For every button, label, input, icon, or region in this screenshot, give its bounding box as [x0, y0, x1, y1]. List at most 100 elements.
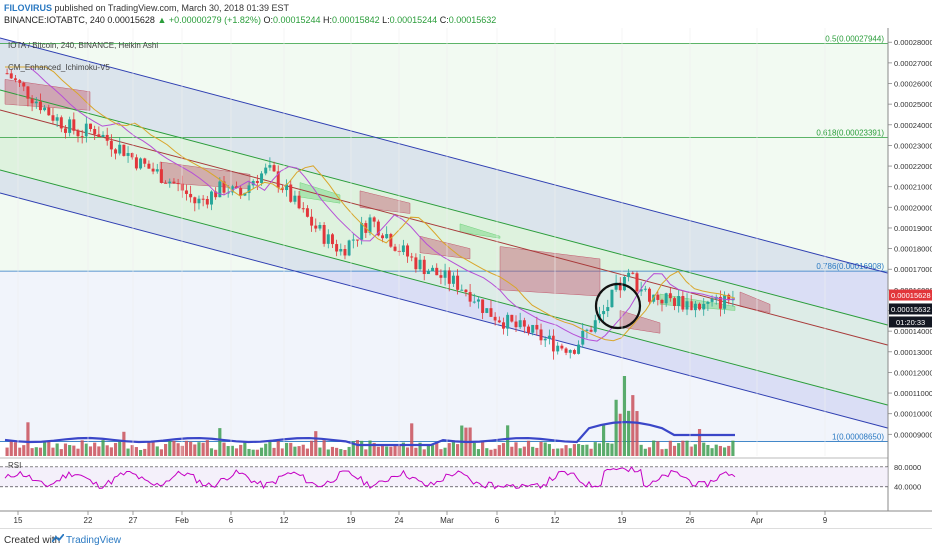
price-tick-label: 0.00027000	[894, 59, 932, 68]
volume-bar	[109, 447, 113, 456]
volume-bar	[689, 446, 693, 456]
candle-body	[668, 293, 672, 299]
candle-body	[476, 299, 480, 302]
price-chart[interactable]: 0.5(0.00027944) 0.618(0.00023391) 0.786(0.…	[0, 28, 932, 528]
ichimoku-conversion-line	[5, 66, 736, 342]
volume-bar	[18, 447, 22, 456]
volume-bar	[551, 448, 556, 456]
candle-body	[55, 117, 59, 121]
channel-inner-lower-line	[0, 169, 889, 406]
price-tick-label: 0.00019000	[894, 224, 932, 233]
tradingview-logo-icon	[52, 534, 64, 543]
publisher-name[interactable]: FILOVIRUS	[4, 3, 53, 13]
candle-body	[247, 185, 251, 193]
volume-bar	[355, 440, 360, 456]
volume-bar	[718, 445, 722, 456]
candle-body	[426, 271, 430, 275]
volume-bar	[268, 440, 272, 456]
candle-body	[59, 117, 63, 129]
volume-bar	[443, 447, 447, 456]
channel-upper-line	[0, 37, 889, 274]
candle-body	[205, 198, 209, 205]
volume-bar	[239, 444, 243, 456]
candle-body	[673, 298, 676, 306]
volume-bar	[368, 440, 372, 456]
cloud-segment	[459, 223, 501, 239]
channel-median-line	[0, 109, 889, 346]
candle-body	[26, 86, 30, 99]
tradingview-brand[interactable]: TradingView	[66, 535, 122, 546]
candle-body	[406, 245, 410, 257]
volume-bar	[447, 443, 451, 456]
channel-inner-upper-line	[0, 89, 889, 326]
candle-body	[9, 73, 13, 79]
volume-bar	[93, 442, 97, 456]
low-label: L:	[382, 15, 390, 25]
candle-body	[577, 344, 581, 354]
time-tick-label: 19	[618, 516, 627, 525]
candle-body	[422, 259, 426, 275]
volume-bar	[326, 449, 330, 456]
price-axis[interactable]: 0.00028000 0.00027000 0.00026000 0.00025000…	[888, 38, 932, 439]
time-tick-label: 27	[129, 516, 138, 525]
time-axis[interactable]: 15 22 27 Feb 6 12 19 24 Mar 6 12 19 26 Apr 9	[14, 28, 828, 525]
volume-bar	[72, 445, 76, 456]
volume-bar	[618, 413, 622, 456]
candle-body	[126, 153, 130, 156]
volume-bar	[113, 443, 118, 456]
candle-body	[255, 180, 259, 183]
volume-bar	[155, 446, 159, 456]
candle-body	[356, 239, 359, 241]
volume-bar	[476, 449, 481, 456]
candle-body	[68, 119, 72, 133]
candle-body	[18, 79, 22, 83]
volume-bar	[664, 448, 668, 456]
candle-body	[472, 301, 476, 303]
volume-bar	[435, 442, 439, 456]
candle-body	[93, 128, 97, 135]
high-value: 0.00015842	[332, 15, 380, 25]
volume-bar	[393, 445, 397, 456]
volume-bar	[672, 445, 677, 456]
candle-body	[72, 119, 76, 131]
volume-bar	[147, 442, 151, 456]
volume-bar	[581, 444, 585, 456]
candle-body	[118, 144, 122, 154]
candle-body	[318, 224, 322, 229]
candle-body	[147, 163, 151, 169]
candle-body	[610, 289, 614, 308]
volume-bar	[134, 447, 138, 456]
volume-bar	[168, 440, 172, 456]
candle-body	[305, 208, 309, 217]
volume-bar	[497, 445, 501, 456]
candle-body	[114, 149, 118, 154]
volume-bar	[118, 441, 122, 456]
volume-bar	[251, 449, 255, 456]
volume-bar	[647, 447, 652, 456]
price-tick-label: 0.00021000	[894, 183, 932, 192]
volume-bar	[55, 443, 59, 456]
candle-body	[522, 320, 526, 327]
volume-bar	[376, 446, 380, 456]
candle-body	[401, 245, 405, 253]
candle-body	[326, 234, 330, 244]
volume-bar	[610, 443, 614, 456]
candle-body	[80, 136, 84, 138]
volume-bar	[514, 442, 518, 456]
candle-body	[51, 115, 55, 121]
volume-bar	[276, 440, 280, 456]
candle-body	[243, 192, 247, 196]
volume-bar	[9, 441, 13, 456]
candle-body	[698, 303, 702, 310]
candle-body	[631, 272, 635, 274]
volume-bar	[335, 447, 339, 456]
volume-bar	[639, 444, 643, 456]
candle-body	[368, 217, 372, 233]
volume-bar	[547, 444, 551, 456]
created-with-label: Created with	[4, 535, 61, 546]
candle-body	[210, 191, 213, 205]
volume-bar	[305, 448, 310, 456]
candle-body	[431, 267, 435, 272]
volume-bar	[243, 442, 247, 456]
time-tick-label: 12	[280, 516, 289, 525]
